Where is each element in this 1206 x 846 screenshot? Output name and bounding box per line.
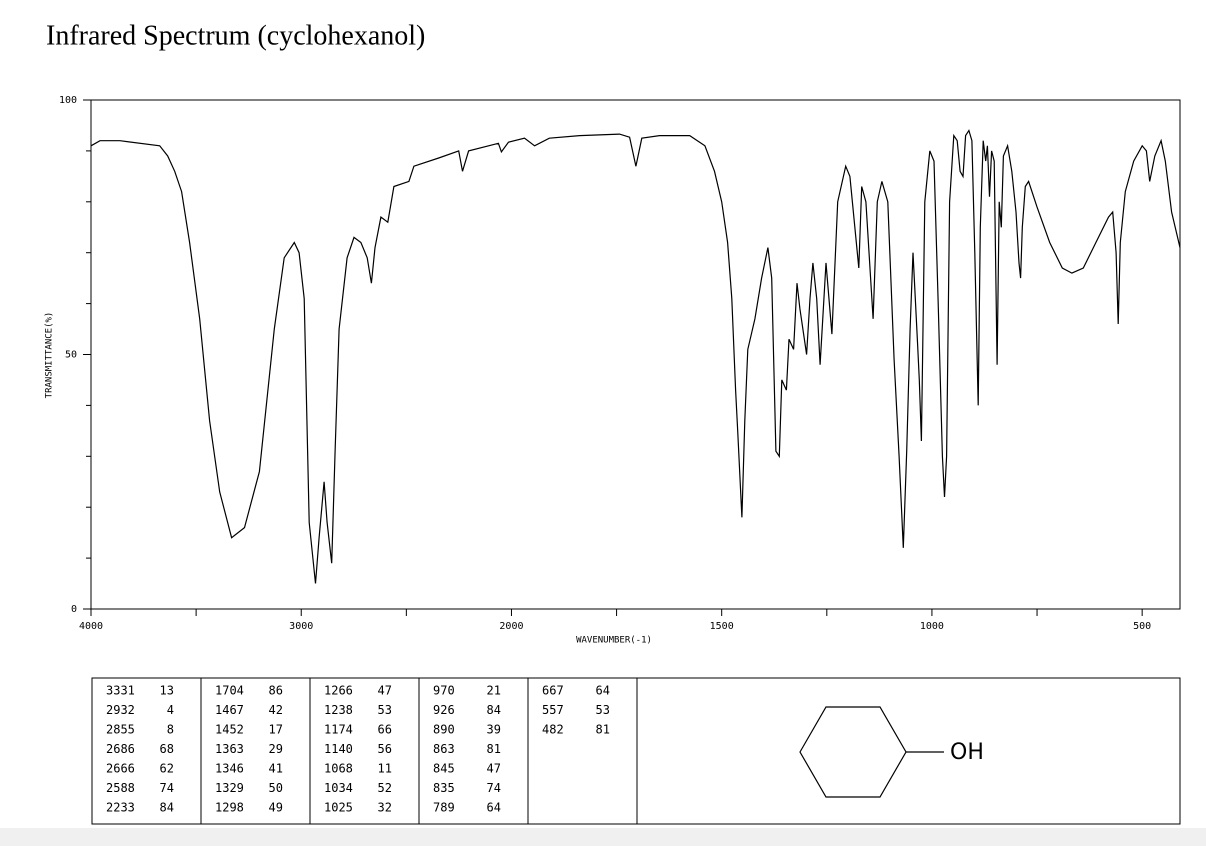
peak-transmittance: 49: [269, 801, 283, 815]
peak-transmittance: 68: [160, 742, 174, 756]
structure-label: OH: [950, 740, 984, 765]
peak-wavenumber: 1329: [215, 781, 244, 795]
peak-transmittance: 64: [596, 684, 610, 698]
peak-wavenumber: 2932: [106, 703, 135, 717]
y-axis-label: TRANSMITTANCE(%): [45, 312, 55, 399]
peak-transmittance: 39: [487, 723, 501, 737]
footer-strip: [0, 828, 1206, 846]
peak-wavenumber: 1363: [215, 742, 244, 756]
peak-transmittance: 84: [487, 703, 501, 717]
x-tick-label: 500: [1133, 621, 1151, 632]
peak-wavenumber: 1140: [324, 742, 353, 756]
peak-wavenumber: 2588: [106, 781, 135, 795]
peak-wavenumber: 863: [433, 742, 455, 756]
peak-transmittance: 13: [160, 684, 174, 698]
peak-wavenumber: 667: [542, 684, 564, 698]
y-tick-label: 0: [71, 604, 77, 615]
peak-wavenumber: 3331: [106, 684, 135, 698]
peak-transmittance: 52: [378, 781, 392, 795]
peak-transmittance: 47: [487, 762, 501, 776]
peak-wavenumber: 845: [433, 762, 455, 776]
peak-wavenumber: 1266: [324, 684, 353, 698]
peak-wavenumber: 789: [433, 801, 455, 815]
peak-transmittance: 66: [378, 723, 392, 737]
table-frame: [91, 677, 1181, 825]
peak-transmittance: 32: [378, 801, 392, 815]
peak-transmittance: 81: [596, 723, 610, 737]
peak-transmittance: 11: [378, 762, 392, 776]
peak-transmittance: 53: [596, 703, 610, 717]
x-tick-label: 4000: [79, 621, 103, 632]
peak-wavenumber: 835: [433, 781, 455, 795]
peak-wavenumber: 2233: [106, 801, 135, 815]
peak-wavenumber: 1025: [324, 801, 353, 815]
peak-transmittance: 29: [269, 742, 283, 756]
cyclohexane-ring: [799, 706, 907, 798]
peak-transmittance: 64: [487, 801, 501, 815]
peak-wavenumber: 482: [542, 723, 564, 737]
peak-transmittance: 8: [167, 723, 174, 737]
y-tick-label: 50: [65, 350, 77, 361]
y-tick-label: 100: [59, 95, 77, 106]
peak-transmittance: 84: [160, 801, 174, 815]
peak-wavenumber: 2855: [106, 723, 135, 737]
peak-wavenumber: 1174: [324, 723, 353, 737]
x-tick-label: 1500: [710, 621, 734, 632]
peak-transmittance: 74: [487, 781, 501, 795]
peak-transmittance: 62: [160, 762, 174, 776]
peak-wavenumber: 890: [433, 723, 455, 737]
peak-transmittance: 50: [269, 781, 283, 795]
peak-transmittance: 41: [269, 762, 283, 776]
chart-title: Infrared Spectrum (cyclohexanol): [46, 20, 425, 51]
peak-transmittance: 56: [378, 742, 392, 756]
peak-wavenumber: 1238: [324, 703, 353, 717]
peak-transmittance: 86: [269, 684, 283, 698]
peak-transmittance: 53: [378, 703, 392, 717]
peak-wavenumber: 1034: [324, 781, 353, 795]
peak-transmittance: 74: [160, 781, 174, 795]
peak-transmittance: 21: [487, 684, 501, 698]
x-tick-label: 1000: [920, 621, 944, 632]
peak-wavenumber: 1467: [215, 703, 244, 717]
x-tick-label: 3000: [289, 621, 313, 632]
peak-transmittance: 17: [269, 723, 283, 737]
x-tick-label: 2000: [499, 621, 523, 632]
peak-transmittance: 47: [378, 684, 392, 698]
peak-wavenumber: 557: [542, 703, 564, 717]
peak-wavenumber: 2666: [106, 762, 135, 776]
peak-transmittance: 4: [167, 703, 174, 717]
peak-wavenumber: 1452: [215, 723, 244, 737]
peak-wavenumber: 2686: [106, 742, 135, 756]
peak-wavenumber: 1298: [215, 801, 244, 815]
peak-transmittance: 81: [487, 742, 501, 756]
peak-wavenumber: 1704: [215, 684, 244, 698]
x-axis-label: WAVENUMBER(-1): [576, 636, 652, 646]
plot-frame: [90, 99, 1181, 610]
spectrum-line: [90, 129, 1181, 584]
peak-wavenumber: 1068: [324, 762, 353, 776]
peak-wavenumber: 1346: [215, 762, 244, 776]
peak-wavenumber: 926: [433, 703, 455, 717]
peak-transmittance: 42: [269, 703, 283, 717]
peak-wavenumber: 970: [433, 684, 455, 698]
